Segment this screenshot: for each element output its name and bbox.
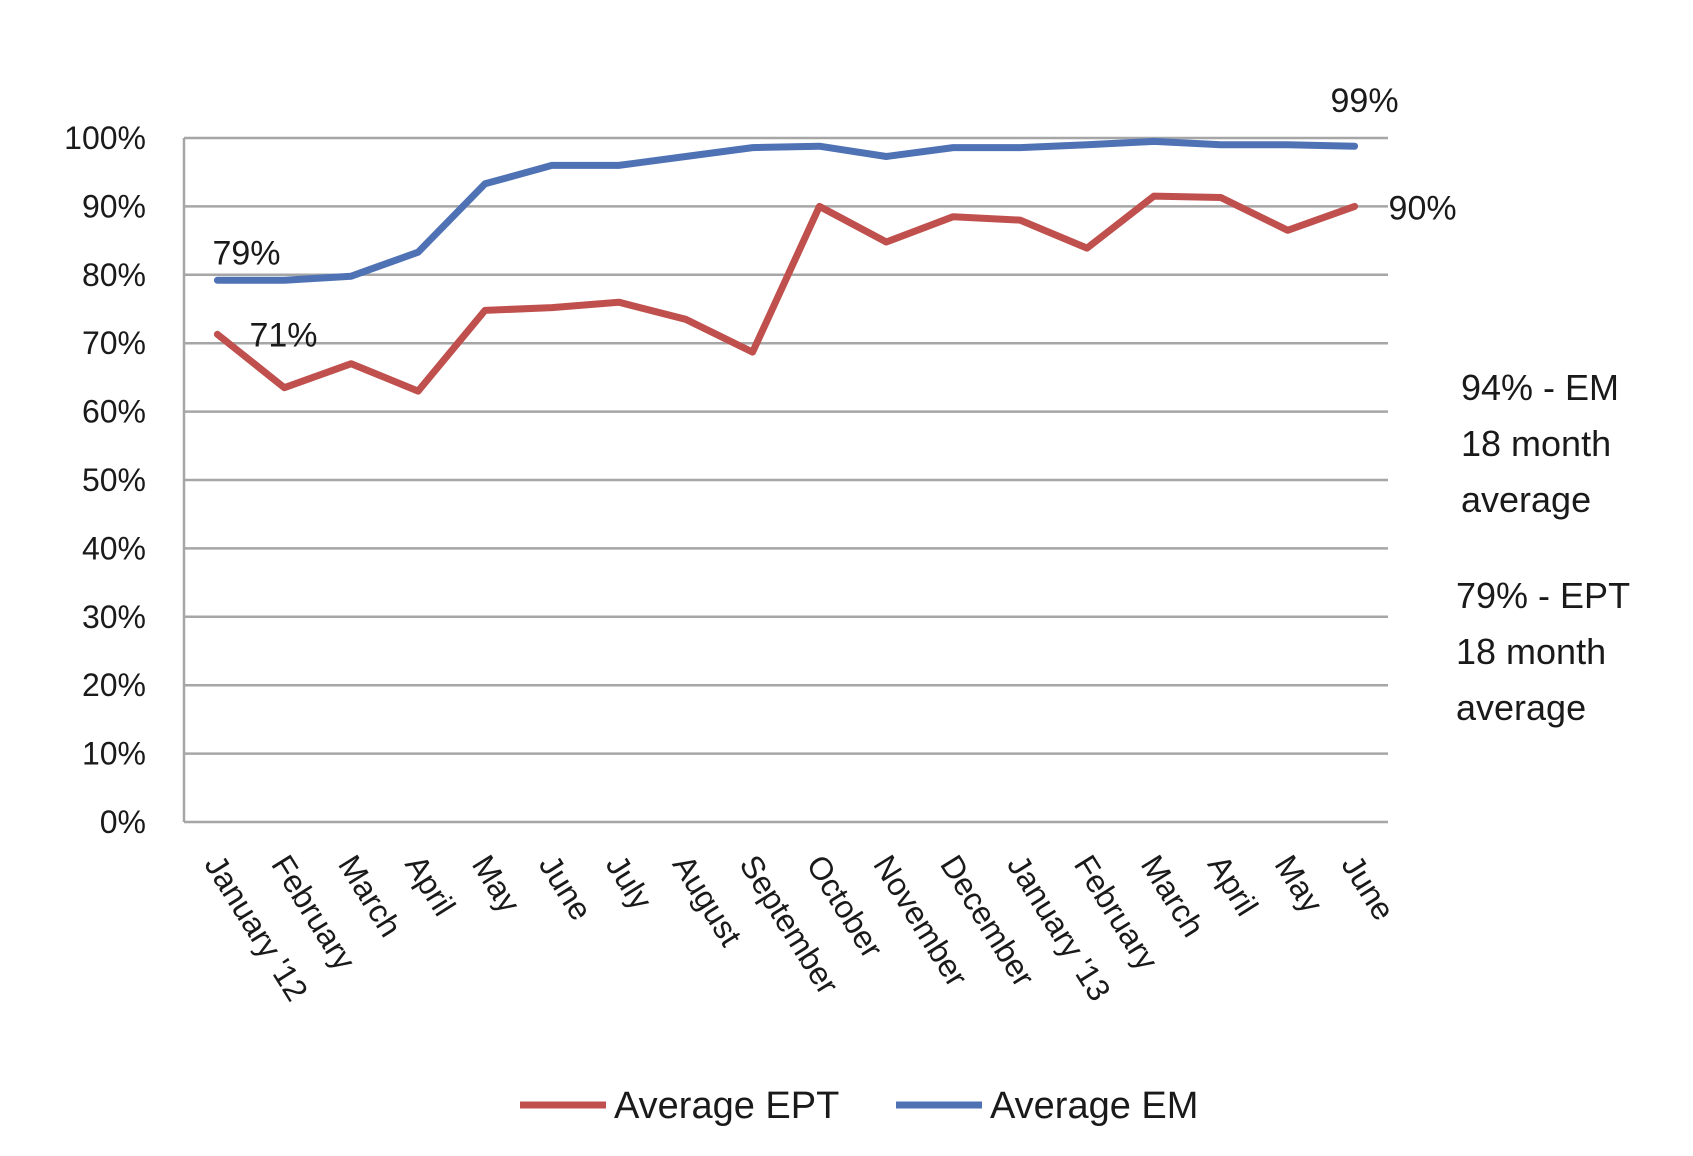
data-point-average-ept <box>482 307 488 314</box>
x-tick-label: April <box>398 849 462 922</box>
y-tick-label: 70% <box>82 325 146 361</box>
data-point-average-ept <box>1217 194 1224 201</box>
series-lines <box>213 137 1359 395</box>
data-label: 71% <box>249 316 317 354</box>
data-point-average-ept <box>281 384 288 391</box>
annotation-ept-line-2: 18 month <box>1456 631 1606 672</box>
data-point-average-ept <box>415 388 422 395</box>
data-point-average-ept <box>348 360 355 367</box>
data-point-average-em <box>1017 144 1024 151</box>
x-tick-label: June <box>532 849 599 927</box>
data-point-average-em <box>415 249 422 256</box>
data-point-average-em <box>1150 138 1157 145</box>
series-line-average-em <box>213 137 1359 284</box>
data-point-average-em <box>816 143 823 150</box>
y-tick-label: 100% <box>64 120 146 156</box>
data-point-average-ept <box>749 349 756 356</box>
x-tick-label: May <box>1268 849 1331 919</box>
annotation-ept-line-3: average <box>1456 687 1586 728</box>
x-tick-label: May <box>465 849 528 919</box>
y-tick-label: 90% <box>82 188 146 224</box>
data-point-average-em <box>214 277 221 284</box>
y-tick-label: 10% <box>82 736 146 772</box>
data-point-average-ept <box>1150 193 1157 200</box>
legend: Average EPT Average EM <box>520 1085 1198 1127</box>
annotation-ept: 79% - EPT 18 month average <box>1456 575 1639 728</box>
legend-label-average-em: Average EM <box>990 1085 1198 1127</box>
data-point-average-em <box>950 144 957 151</box>
data-point-average-ept <box>214 331 221 338</box>
annotation-ept-line-1: 79% - EPT <box>1456 575 1630 616</box>
annotation-em-line-2: 18 month <box>1461 423 1611 464</box>
data-point-average-ept <box>682 316 689 323</box>
data-point-average-em <box>682 153 689 160</box>
y-tick-label: 50% <box>82 462 146 498</box>
y-tick-label: 0% <box>100 804 146 840</box>
annotation-em: 94% - EM 18 month average <box>1461 367 1629 520</box>
y-tick-label: 20% <box>82 667 146 703</box>
data-point-average-em <box>281 277 288 284</box>
y-tick-label: 40% <box>82 530 146 566</box>
data-point-average-ept <box>1284 227 1291 234</box>
y-tick-label: 60% <box>82 394 146 430</box>
data-point-average-ept <box>950 213 957 220</box>
data-point-average-ept <box>548 304 555 311</box>
y-tick-label: 80% <box>82 257 146 293</box>
data-point-average-em <box>348 273 355 280</box>
data-point-average-ept <box>816 203 823 210</box>
data-point-average-ept <box>1351 203 1358 210</box>
annotation-em-line-1: 94% - EM <box>1461 367 1619 408</box>
data-point-average-em <box>749 144 756 151</box>
data-point-average-em <box>1284 141 1291 148</box>
data-point-average-em <box>1351 143 1358 150</box>
data-point-average-ept <box>615 299 622 306</box>
y-tick-label: 30% <box>82 599 146 635</box>
data-label: 90% <box>1389 189 1457 227</box>
data-label: 79% <box>212 234 280 272</box>
y-axis: 0% 10% 20% 30% 40% 50% 60% 70% 80% 90% 100% <box>64 120 1388 840</box>
gridlines <box>184 136 1388 755</box>
x-tick-label: July <box>599 849 660 916</box>
legend-label-average-ept: Average EPT <box>614 1085 839 1127</box>
data-labels: 79% 71% 99% 90% <box>212 82 1456 354</box>
data-point-average-em <box>615 162 622 169</box>
data-point-average-ept <box>1084 245 1090 252</box>
data-point-average-em <box>883 153 890 160</box>
annotation-em-line-3: average <box>1461 479 1591 520</box>
data-point-average-em <box>1084 141 1090 148</box>
data-point-average-ept <box>883 238 890 245</box>
series-line-average-ept <box>213 192 1359 395</box>
x-tick-label: June <box>1335 849 1402 927</box>
data-label: 99% <box>1331 82 1399 120</box>
data-point-average-em <box>482 180 488 187</box>
data-point-average-ept <box>1017 217 1024 224</box>
data-point-average-em <box>1217 141 1224 148</box>
x-tick-label: April <box>1201 849 1265 922</box>
data-point-average-em <box>548 162 555 169</box>
